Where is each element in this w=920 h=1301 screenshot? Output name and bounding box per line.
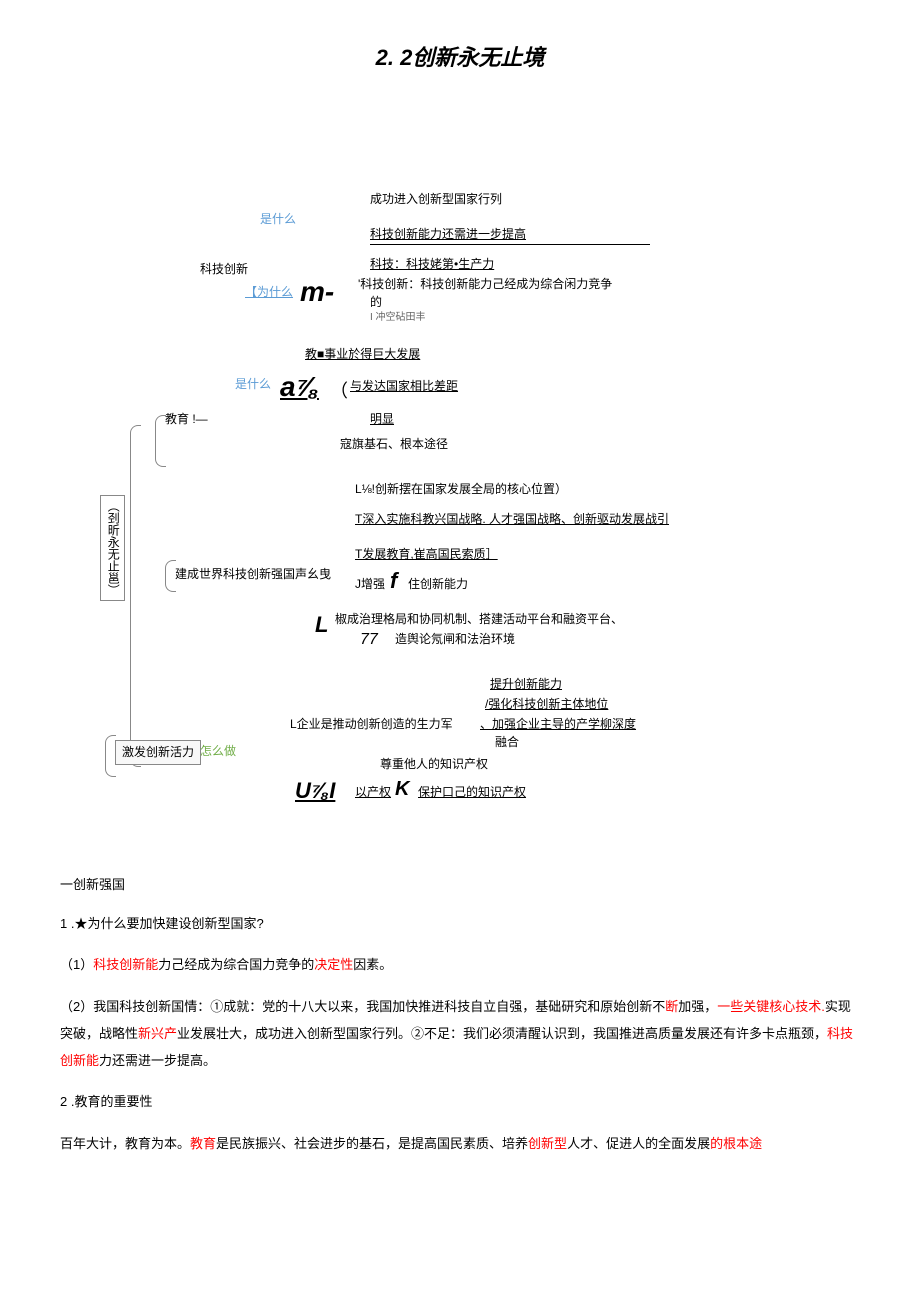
question-2: 2 .教育的重要性	[60, 1088, 860, 1115]
leaf-r14: L企业是推动创新创造的生力军	[290, 715, 453, 734]
node-zenmezuo: 怎么做	[200, 742, 236, 761]
p3-b: 教育	[190, 1136, 216, 1151]
leaf-r4c: I 冲空砧田丰	[370, 310, 426, 326]
leaf-r9: L⅛!创新摆在国家发展全局的核心位置）	[355, 480, 567, 499]
node-shishenme-1: 是什么	[260, 210, 296, 229]
node-jifa-box: 激发创新活力	[115, 740, 201, 765]
p2-h: 业发展壮大，成功进入创新型国家行列。②不足：我们必须清醒认识到，我国推进高质量发…	[177, 1026, 827, 1041]
p1-b: 科技创新能	[93, 957, 158, 972]
leaf-r4a: '科技创新：科技创新能力己经成为综合闲力竞争	[358, 275, 612, 294]
glyph-K: K	[395, 773, 409, 805]
p3-d: 创新型	[528, 1136, 567, 1151]
leaf-r12a: J增强	[355, 575, 385, 594]
paragraph-1: （1）科技创新能力己经成为综合国力竞争的决定性因素。	[60, 951, 860, 978]
leaf-r5: 教■事业於得巨大发展	[305, 345, 420, 364]
leaf-r13b: 造舆论氖闸和法治环境	[395, 630, 515, 649]
p3-f: 的根本途	[710, 1136, 762, 1151]
glyph-paren: （	[330, 377, 348, 406]
leaf-r2: 科技创新能力还需进一步提高	[370, 225, 650, 245]
p3-e: 人才、促进人的全面发展	[567, 1136, 710, 1151]
leaf-r17b: 融合	[495, 733, 519, 752]
page-title: 2. 2创新永无止境	[60, 40, 860, 75]
p1-e: 因素。	[353, 957, 392, 972]
leaf-r3: 科技：科技姥第•生产力	[370, 255, 494, 274]
p1-c: 力己经成为综合国力竞争的	[158, 957, 314, 972]
mindmap-area: （刭昕永无止邕） 科技创新 是什么 【为什么 m- 成功进入创新型国家行列 科技…	[60, 115, 860, 845]
glyph-a78: a⅞	[280, 365, 319, 410]
leaf-r13a: 椒成治理格局和协同机制、搭建活动平台和融资平台、	[335, 610, 623, 629]
leaf-r8: 寇旗基石、根本途径	[340, 435, 448, 454]
p1-a: （1）	[60, 957, 93, 972]
glyph-U78I: U⅞I	[295, 773, 335, 808]
jiaoyu-bracket	[155, 415, 166, 467]
glyph-77: 77	[360, 627, 378, 653]
p3-a: 百年大计，教育为本。	[60, 1136, 190, 1151]
p2-a: （2）我国科技创新国情：①成就：党的十八大以来，我国加快推进科技自立自强，基础研…	[60, 999, 665, 1014]
glyph-L: L	[315, 607, 328, 642]
paragraph-3: 百年大计，教育为本。教育是民族振兴、社会进步的基石，是提高国民素质、培养创新型人…	[60, 1130, 860, 1157]
node-weishenme-1: 【为什么	[245, 283, 293, 302]
leaf-r7: 明显	[370, 410, 394, 429]
glyph-f: f	[390, 563, 397, 598]
leaf-r1: 成功进入创新型国家行列	[370, 190, 502, 209]
node-jiaoyu: 教育 !—	[165, 410, 208, 429]
jifa-label: 激发创新活力	[115, 740, 201, 765]
leaf-r18: 尊重他人的知识产权	[380, 755, 488, 774]
p2-j: 力还需进一步提高。	[99, 1053, 216, 1068]
p3-c: 是民族振兴、社会进步的基石，是提高国民素质、培养	[216, 1136, 528, 1151]
heading-1: 一创新强国	[60, 875, 860, 896]
node-jiancheng: 建成世界科技创新强国声幺曳	[175, 565, 331, 584]
node-shishenme-2: 是什么	[235, 375, 271, 394]
jifa-bot-bracket	[105, 735, 116, 777]
leaf-r16: /强化科技创新主体地位	[485, 695, 608, 714]
leaf-r11: T发展教育,崔高国民索质］	[355, 545, 498, 564]
leaf-r6: 与发达国家相比差距	[350, 377, 458, 396]
node-keji-chuangxin: 科技创新	[200, 260, 248, 279]
p2-g: 新兴产	[138, 1026, 177, 1041]
p1-d: 决定性	[314, 957, 353, 972]
p2-c: 加强，	[678, 999, 717, 1014]
leaf-r12b: 住创新能力	[408, 575, 468, 594]
question-1: 1 .★为什么要加快建设创新型国家?	[60, 910, 860, 937]
leaf-r15: 提升创新能力	[490, 675, 562, 694]
leaf-r19-mid: 以产权	[355, 783, 391, 802]
p2-b: 断	[665, 999, 678, 1014]
p2-d: 一些关键	[717, 999, 769, 1014]
glyph-m: m-	[300, 270, 334, 315]
leaf-r19-end: 保护口己的知识产权	[418, 783, 526, 802]
root-bracket	[130, 425, 141, 767]
leaf-r10: T深入实施科教兴国战略. 人才强国战略、创新驱动发展战引	[355, 510, 669, 529]
leaf-r17: 、加强企业主导的产学柳深度	[480, 715, 636, 734]
root-vertical-label: （刭昕永无止邕）	[100, 495, 125, 601]
jiancheng-bracket	[165, 560, 176, 592]
paragraph-2: （2）我国科技创新国情：①成就：党的十八大以来，我国加快推进科技自立自强，基础研…	[60, 993, 860, 1075]
p2-e: 核心技术.	[769, 999, 825, 1014]
